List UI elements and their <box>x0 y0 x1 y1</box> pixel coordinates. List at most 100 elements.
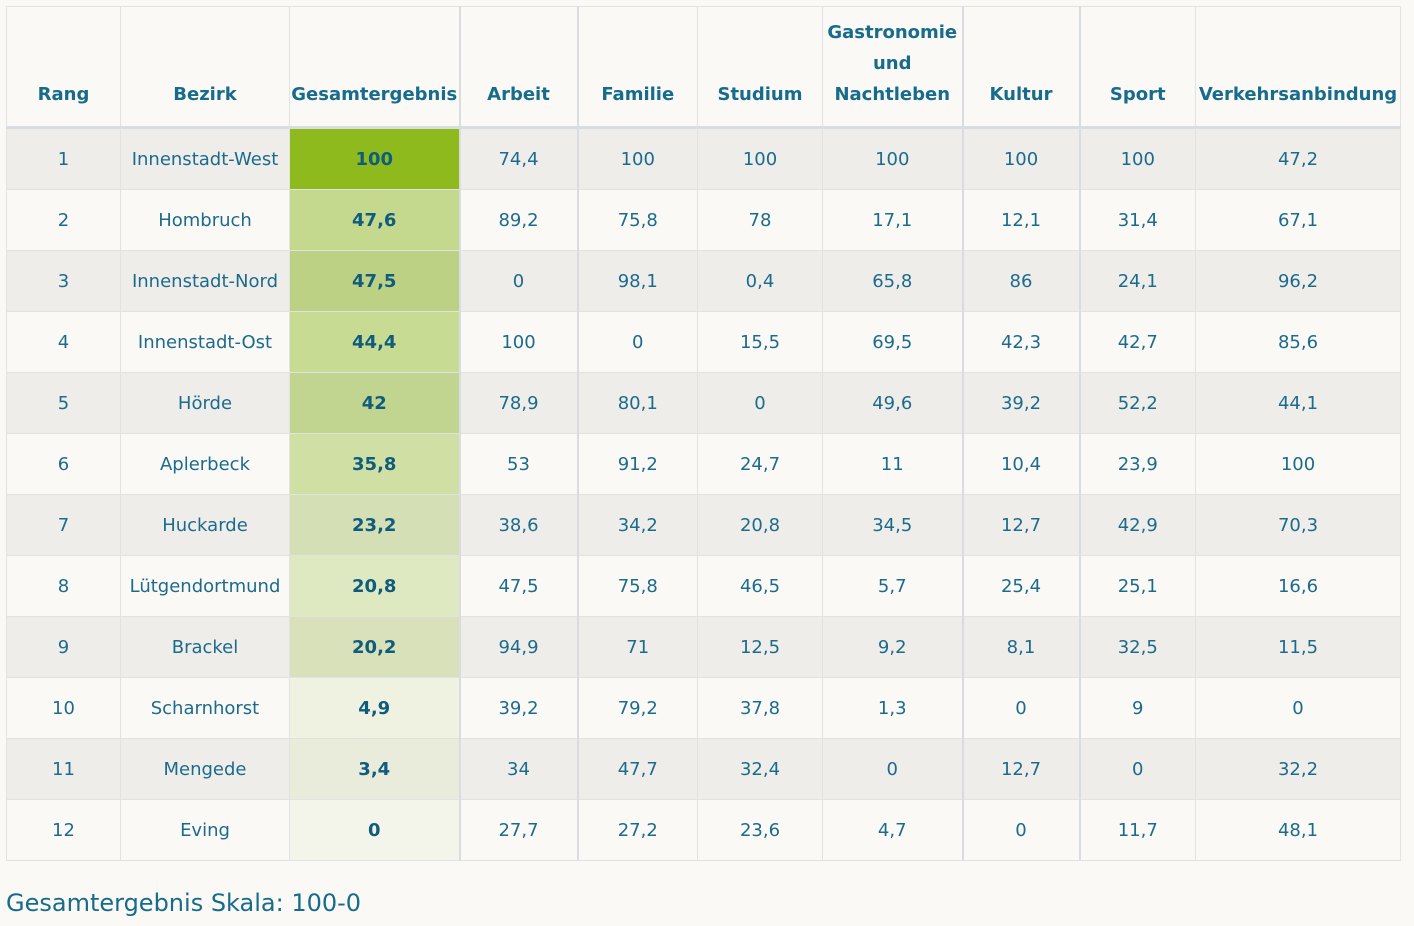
cell-kultur: 100 <box>961 127 1080 190</box>
cell-arbeit: 27,7 <box>458 799 578 861</box>
cell-bezirk: Eving <box>120 799 290 861</box>
table-row: 3 Innenstadt-Nord 47,5 0 98,1 0,4 65,8 86 24,1 96… <box>6 250 1401 312</box>
cell-gesamtergebnis: 4,9 <box>289 677 460 739</box>
cell-arbeit: 94,9 <box>458 616 578 678</box>
cell-arbeit: 47,5 <box>458 555 578 617</box>
cell-gastronomie: 69,5 <box>822 311 963 373</box>
cell-kultur: 0 <box>961 799 1080 861</box>
cell-gesamtergebnis: 42 <box>289 372 460 434</box>
header-gastronomie[interactable]: Gastronomie und Nachtleben <box>822 6 963 128</box>
header-rang[interactable]: Rang <box>6 6 121 128</box>
cell-gastronomie: 65,8 <box>822 250 963 312</box>
cell-familie: 47,7 <box>576 738 698 800</box>
table-row: 1 Innenstadt-West 100 74,4 100 100 100 100 100 47… <box>6 127 1401 190</box>
cell-studium: 0 <box>697 372 823 434</box>
cell-sport: 24,1 <box>1078 250 1196 312</box>
cell-studium: 37,8 <box>697 677 823 739</box>
cell-rang: 2 <box>6 189 121 251</box>
cell-studium: 78 <box>697 189 823 251</box>
cell-sport: 31,4 <box>1078 189 1196 251</box>
cell-sport: 25,1 <box>1078 555 1196 617</box>
cell-gastronomie: 5,7 <box>822 555 963 617</box>
cell-familie: 27,2 <box>576 799 698 861</box>
cell-rang: 8 <box>6 555 121 617</box>
cell-bezirk: Hörde <box>120 372 290 434</box>
cell-gastronomie: 4,7 <box>822 799 963 861</box>
ranking-table: Rang Bezirk Gesamtergebnis Arbeit Famili… <box>6 6 1401 861</box>
cell-sport: 52,2 <box>1078 372 1196 434</box>
cell-verkehrsanbindung: 11,5 <box>1195 616 1401 678</box>
table-row: 2 Hombruch 47,6 89,2 75,8 78 17,1 12,1 31,4 67,1 <box>6 189 1401 251</box>
cell-verkehrsanbindung: 70,3 <box>1195 494 1401 556</box>
cell-arbeit: 78,9 <box>458 372 578 434</box>
cell-gastronomie: 0 <box>822 738 963 800</box>
cell-kultur: 39,2 <box>961 372 1080 434</box>
table-row: 8 Lütgendortmund 20,8 47,5 75,8 46,5 5,7 25,4 25… <box>6 555 1401 617</box>
cell-rang: 4 <box>6 311 121 373</box>
cell-rang: 6 <box>6 433 121 495</box>
cell-verkehrsanbindung: 85,6 <box>1195 311 1401 373</box>
scale-caption: Gesamtergebnis Skala: 100-0 <box>6 889 362 917</box>
header-sport[interactable]: Sport <box>1078 6 1196 128</box>
table-row: 4 Innenstadt-Ost 44,4 100 0 15,5 69,5 42,3 42,7 8… <box>6 311 1401 373</box>
cell-studium: 24,7 <box>697 433 823 495</box>
cell-gesamtergebnis: 100 <box>289 127 460 190</box>
header-bezirk[interactable]: Bezirk <box>120 6 290 128</box>
table-row: 6 Aplerbeck 35,8 53 91,2 24,7 11 10,4 23,9 100 <box>6 433 1401 495</box>
header-kultur[interactable]: Kultur <box>961 6 1080 128</box>
header-arbeit[interactable]: Arbeit <box>458 6 578 128</box>
cell-verkehrsanbindung: 16,6 <box>1195 555 1401 617</box>
cell-familie: 80,1 <box>576 372 698 434</box>
cell-familie: 91,2 <box>576 433 698 495</box>
cell-verkehrsanbindung: 67,1 <box>1195 189 1401 251</box>
ranking-table-container: Rang Bezirk Gesamtergebnis Arbeit Famili… <box>6 6 1401 861</box>
cell-gastronomie: 9,2 <box>822 616 963 678</box>
table-row: 5 Hörde 42 78,9 80,1 0 49,6 39,2 52,2 44,1 <box>6 372 1401 434</box>
cell-gesamtergebnis: 3,4 <box>289 738 460 800</box>
cell-bezirk: Scharnhorst <box>120 677 290 739</box>
cell-bezirk: Huckarde <box>120 494 290 556</box>
cell-familie: 34,2 <box>576 494 698 556</box>
cell-verkehrsanbindung: 100 <box>1195 433 1401 495</box>
cell-sport: 42,7 <box>1078 311 1196 373</box>
cell-familie: 0 <box>576 311 698 373</box>
cell-studium: 32,4 <box>697 738 823 800</box>
header-gastronomie-line-1: Gastronomie <box>827 22 958 43</box>
cell-bezirk: Innenstadt-West <box>120 127 290 190</box>
cell-arbeit: 100 <box>458 311 578 373</box>
cell-rang: 5 <box>6 372 121 434</box>
cell-kultur: 25,4 <box>961 555 1080 617</box>
cell-gastronomie: 49,6 <box>822 372 963 434</box>
cell-rang: 11 <box>6 738 121 800</box>
header-gastronomie-line-3: Nachtleben <box>834 84 951 105</box>
cell-bezirk: Mengede <box>120 738 290 800</box>
cell-kultur: 0 <box>961 677 1080 739</box>
header-studium[interactable]: Studium <box>697 6 823 128</box>
cell-gesamtergebnis: 20,2 <box>289 616 460 678</box>
cell-bezirk: Lütgendortmund <box>120 555 290 617</box>
table-header-row: Rang Bezirk Gesamtergebnis Arbeit Famili… <box>6 6 1401 128</box>
cell-rang: 1 <box>6 127 121 190</box>
cell-bezirk: Innenstadt-Ost <box>120 311 290 373</box>
cell-sport: 32,5 <box>1078 616 1196 678</box>
header-familie[interactable]: Familie <box>576 6 698 128</box>
table-row: 12 Eving 0 27,7 27,2 23,6 4,7 0 11,7 48,1 <box>6 799 1401 861</box>
cell-gastronomie: 17,1 <box>822 189 963 251</box>
header-gesamtergebnis[interactable]: Gesamtergebnis <box>289 6 460 128</box>
cell-familie: 75,8 <box>576 189 698 251</box>
cell-sport: 100 <box>1078 127 1196 190</box>
cell-studium: 0,4 <box>697 250 823 312</box>
cell-rang: 9 <box>6 616 121 678</box>
cell-gesamtergebnis: 47,5 <box>289 250 460 312</box>
header-verkehrsanbindung[interactable]: Verkehrsanbindung <box>1195 6 1401 128</box>
cell-arbeit: 0 <box>458 250 578 312</box>
cell-verkehrsanbindung: 44,1 <box>1195 372 1401 434</box>
cell-sport: 9 <box>1078 677 1196 739</box>
cell-gesamtergebnis: 23,2 <box>289 494 460 556</box>
cell-gastronomie: 1,3 <box>822 677 963 739</box>
cell-rang: 7 <box>6 494 121 556</box>
cell-studium: 46,5 <box>697 555 823 617</box>
cell-verkehrsanbindung: 0 <box>1195 677 1401 739</box>
cell-rang: 3 <box>6 250 121 312</box>
cell-studium: 12,5 <box>697 616 823 678</box>
